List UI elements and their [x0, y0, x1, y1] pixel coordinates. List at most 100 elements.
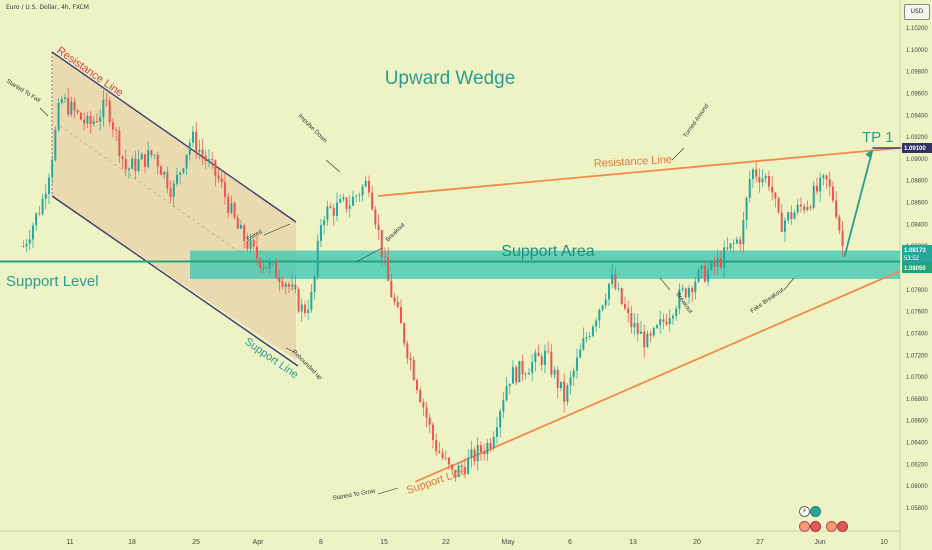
y-tick-label: 1.06600 — [906, 419, 928, 425]
candle-body — [92, 121, 95, 125]
candle-body — [166, 171, 169, 189]
candle-body — [668, 318, 671, 325]
candle-body — [185, 154, 188, 169]
candle-body — [169, 188, 172, 198]
flag-icon-4[interactable] — [837, 521, 848, 532]
candle-body — [646, 333, 649, 348]
candle-body — [611, 274, 614, 284]
candle-body — [47, 177, 50, 194]
y-tick-label: 1.06800 — [906, 397, 928, 403]
candle-body — [358, 195, 361, 197]
candle-body — [374, 209, 377, 225]
lightning-icon[interactable]: ⚡ — [799, 506, 810, 517]
candle-body — [793, 212, 796, 219]
candle-body — [467, 457, 470, 474]
candle-body — [710, 261, 713, 270]
candle-body — [63, 97, 66, 100]
flag-icon-3[interactable] — [826, 521, 837, 532]
candle-body — [335, 202, 338, 216]
candle-body — [438, 451, 441, 453]
currency-button[interactable]: USD — [904, 4, 930, 20]
candle-body — [473, 449, 476, 462]
candle-body — [454, 469, 457, 478]
candle-body — [703, 265, 706, 282]
support-area-band — [190, 250, 900, 279]
green-circle-icon[interactable] — [810, 506, 821, 517]
candle-body — [115, 129, 118, 131]
candle-body — [761, 178, 764, 183]
candle-body — [684, 288, 687, 298]
candle-body — [515, 367, 518, 383]
flag-icon-2[interactable] — [810, 521, 821, 532]
candle-body — [223, 182, 226, 197]
candle-body — [556, 369, 559, 389]
candle-body — [393, 297, 396, 303]
candle-body — [470, 449, 473, 458]
candle-body — [831, 186, 834, 201]
candle-body — [124, 158, 127, 170]
candle-body — [639, 331, 642, 334]
flag-icon[interactable] — [799, 521, 810, 532]
candle-body — [550, 351, 553, 375]
candle-body — [796, 204, 799, 213]
candle-body — [822, 175, 825, 178]
y-tick-label: 1.09200 — [906, 135, 928, 141]
candle-body — [758, 176, 761, 183]
wedge-support-line — [414, 270, 901, 483]
candle-body — [595, 320, 598, 327]
impulse-down-arrow — [325, 159, 341, 173]
candle-body — [835, 200, 838, 217]
candle-body — [255, 246, 258, 259]
candle-body — [665, 321, 668, 325]
candle-body — [441, 452, 444, 458]
candle-body — [431, 424, 434, 441]
x-tick-label: 11 — [66, 539, 73, 546]
candle-body — [406, 343, 409, 359]
candle-body — [652, 327, 655, 336]
candle-body — [662, 319, 665, 322]
x-tick-label: 27 — [756, 539, 764, 546]
candle-body — [559, 381, 562, 389]
last-price-badge: 1.08173 — [904, 248, 926, 254]
y-tick-label: 1.06400 — [906, 441, 928, 447]
x-tick-label: 6 — [568, 539, 572, 546]
candle-body — [211, 158, 214, 160]
x-tick-label: May — [501, 539, 515, 546]
candle-body — [707, 269, 710, 282]
candle-body — [732, 243, 735, 244]
candle-body — [585, 337, 588, 339]
candle-body — [399, 307, 402, 324]
candle-body — [105, 99, 108, 101]
candle-body — [316, 240, 319, 277]
candle-body — [140, 154, 143, 160]
candle-body — [70, 101, 73, 115]
candle-body — [428, 417, 431, 425]
candle-body — [25, 243, 28, 247]
candle-body — [659, 319, 662, 326]
candle-body — [419, 390, 422, 403]
candle-body — [598, 309, 601, 321]
tp-badge: 1.09100 — [904, 146, 926, 152]
candle-body — [591, 326, 594, 336]
candle-body — [572, 370, 575, 378]
candle-body — [828, 179, 831, 187]
x-tick-label: 18 — [128, 539, 136, 546]
candle-body — [319, 225, 322, 241]
candle-body — [617, 288, 620, 289]
candle-body — [783, 220, 786, 232]
candle-body — [137, 159, 140, 172]
x-tick-label: Apr — [253, 539, 265, 546]
candle-body — [396, 302, 399, 308]
candle-body — [67, 97, 70, 115]
y-tick-label: 1.07200 — [906, 353, 928, 359]
candle-body — [809, 206, 812, 208]
candle-body — [73, 101, 76, 111]
turned-around-arrow — [671, 147, 685, 161]
candle-body — [687, 288, 690, 298]
candle-body — [579, 349, 582, 358]
candle-body — [297, 289, 300, 312]
candle-body — [649, 333, 652, 336]
candle-body — [230, 202, 233, 213]
